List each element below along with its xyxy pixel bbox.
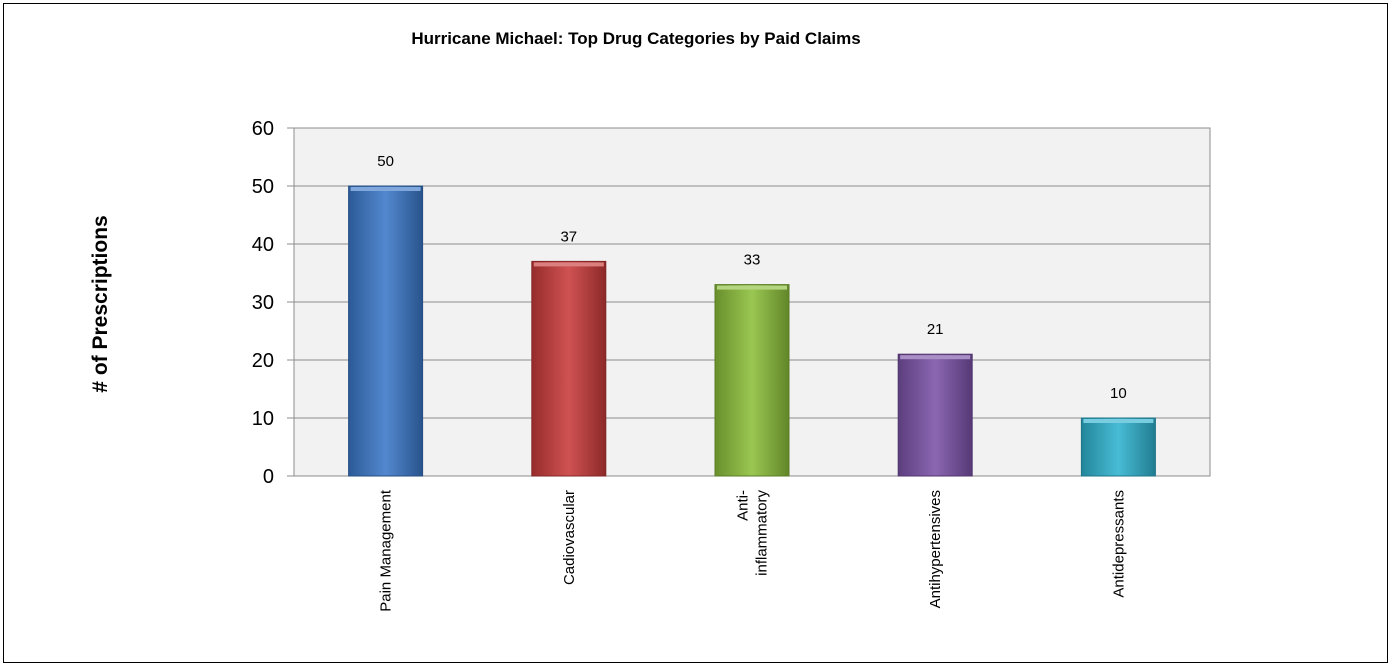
data-labels: 50 37 33 21 10 (377, 153, 1126, 402)
y-tick-label: 30 (252, 292, 274, 314)
bar-cadiovascular (531, 260, 607, 477)
y-axis-ticks: 0 10 20 30 40 50 60 (252, 118, 274, 488)
x-tick-label: Antihypertensives (927, 490, 944, 608)
bars (348, 185, 1156, 477)
y-tick-label: 50 (252, 176, 274, 198)
x-tick-label: Antidepressants (1110, 490, 1127, 598)
gridlines (287, 127, 1210, 477)
bar-highlight (900, 355, 971, 360)
y-tick-label: 40 (252, 234, 274, 256)
bar-highlight (717, 285, 787, 290)
x-tick-label: Pain Management (378, 489, 395, 612)
data-label: 37 (560, 228, 577, 245)
data-label: 50 (377, 153, 394, 170)
chart-title: Hurricane Michael: Top Drug Categories b… (411, 29, 860, 48)
data-label: 33 (744, 252, 761, 269)
y-tick-label: 10 (252, 408, 274, 430)
x-tick-label: Cadiovascular (561, 490, 578, 585)
bar-anti-inflammatory (714, 284, 790, 477)
bar-highlight (350, 187, 421, 191)
data-label: 21 (927, 321, 944, 338)
bar-highlight (533, 262, 604, 267)
bar-highlight (1083, 419, 1154, 423)
x-tick-label: inflammatory (754, 490, 771, 576)
y-tick-label: 60 (252, 118, 274, 140)
bar-pain-management (348, 185, 424, 477)
bar-antidepressants (1080, 417, 1156, 477)
x-axis-labels: Pain Management Cadiovascular Anti-inflamm… (378, 489, 1128, 612)
bar-chart: 0 10 20 30 40 50 60 Pain Management Cadiovascul… (89, 29, 1211, 612)
y-axis-title: # of Prescriptions (89, 215, 112, 392)
x-tick-label: Anti- (735, 490, 752, 521)
y-tick-label: 0 (263, 466, 274, 488)
y-tick-label: 20 (252, 350, 274, 372)
data-label: 10 (1110, 385, 1127, 402)
chart-frame: 0 10 20 30 40 50 60 Pain Management Cadiovascul… (3, 3, 1388, 663)
bar-antihypertensives (897, 353, 973, 477)
